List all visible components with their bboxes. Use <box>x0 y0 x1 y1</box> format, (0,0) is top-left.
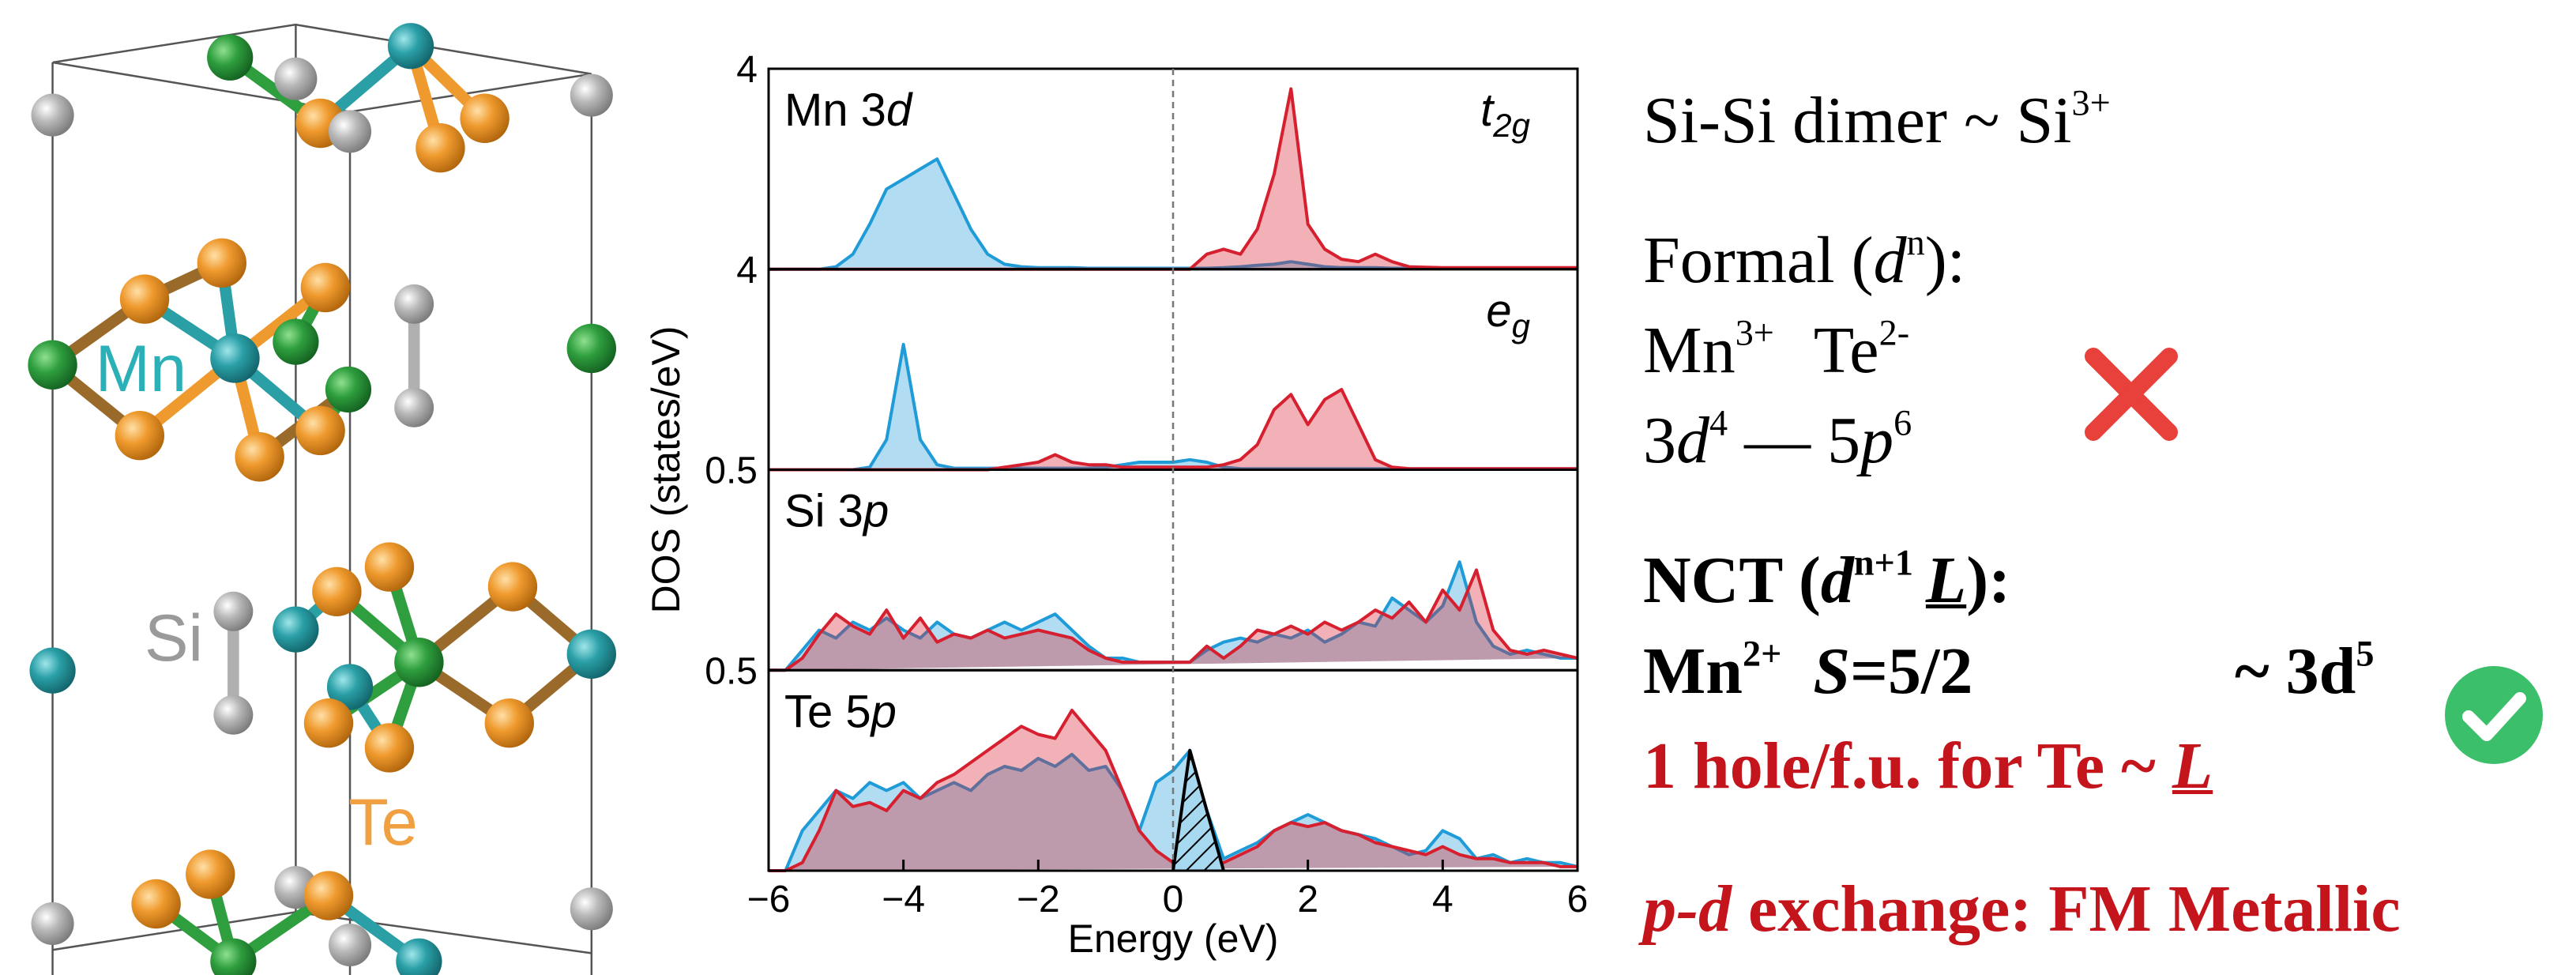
panel-label-part: Si 3 <box>784 486 863 537</box>
panel-label: Si 3p <box>784 486 889 537</box>
atom-label: Si <box>145 601 203 675</box>
check-icon <box>2445 666 2543 764</box>
panel-label-part: p <box>870 686 897 737</box>
note-text: d <box>1873 224 1907 297</box>
panel-label: Mn 3d <box>784 85 913 136</box>
atom-label: Te <box>348 785 418 859</box>
bonds <box>47 40 598 968</box>
x-tick-label: −4 <box>882 879 925 920</box>
note-sup: 6 <box>1893 402 1912 443</box>
note-text: p-d <box>1643 872 1732 946</box>
note-text: Te <box>1813 314 1879 387</box>
note-text: ~ 3d <box>2235 634 2356 708</box>
note-line: Si-Si dimer ~ Si3+ <box>1643 85 2111 154</box>
note-text: d <box>1676 404 1709 477</box>
note-sup: 3+ <box>1735 312 1774 353</box>
note-text: L <box>1925 544 1967 617</box>
note-sup: 2- <box>1878 312 1910 353</box>
panel-label-part: Mn 3 <box>784 85 886 136</box>
x-tick-label: 6 <box>1567 879 1589 920</box>
note-line: 1 hole/f.u. for Te ~ L <box>1643 733 2213 800</box>
note-sup: 2+ <box>1743 633 1782 674</box>
cross-icon <box>2085 348 2178 441</box>
y-tick-label: 4 <box>736 49 758 91</box>
note-text: d <box>1820 544 1854 617</box>
x-tick-label: 4 <box>1432 879 1453 920</box>
unit-cell <box>51 23 593 975</box>
note-text: Mn <box>1643 314 1736 387</box>
note-sup: 5 <box>2356 633 2375 674</box>
dos-area <box>769 568 1578 672</box>
note-line: NCT (dn+1 L): <box>1643 544 2010 614</box>
orbital-label-part: 2g <box>1492 107 1530 144</box>
x-tick-label: −2 <box>1017 879 1060 920</box>
orbital-label-part: e <box>1486 285 1511 337</box>
orbital-label: t2g <box>1480 85 1530 144</box>
note-sup: n <box>1906 222 1925 263</box>
note-text: Si-Si dimer ~ Si <box>1643 84 2072 157</box>
atoms <box>28 23 616 975</box>
x-axis-label: Energy (eV) <box>1068 917 1279 961</box>
panel-label: Te 5p <box>784 686 897 737</box>
note-sup: 4 <box>1709 402 1728 443</box>
x-tick-label: 2 <box>1297 879 1318 920</box>
note-text: 1 hole/f.u. for Te ~ <box>1643 729 2172 803</box>
note-text: ): <box>1966 544 2011 617</box>
note-text: L <box>2172 729 2213 803</box>
crystal-structure: Mn Si Te <box>28 23 616 975</box>
note-line: p-d exchange: FM Metallic <box>1643 876 2401 943</box>
note-line: 3d4 — 5p6 <box>1643 405 1912 474</box>
note-group: ~ 3d5 <box>2235 635 2375 705</box>
note-text: p <box>1860 404 1894 477</box>
note-sup: n+1 <box>1853 542 1913 583</box>
note-text: Mn <box>1643 634 1743 708</box>
orbital-label-part: t <box>1480 85 1495 136</box>
x-tick-label: 0 <box>1163 879 1184 920</box>
note-line: Mn3+ Te2- <box>1643 314 1909 384</box>
y-tick-label: 4 <box>736 250 758 292</box>
note-sup: 3+ <box>2071 82 2111 123</box>
panel-label-part: p <box>862 486 889 537</box>
note-text: =5/2 <box>1850 634 1973 708</box>
note-line: Mn2+ S=5/2 ~ 3d5 <box>1643 635 2512 705</box>
x-tick-label: −6 <box>747 879 791 920</box>
y-tick-label: 0.5 <box>705 650 758 692</box>
note-text: 3 <box>1643 404 1676 477</box>
note-text: NCT ( <box>1643 544 1821 617</box>
note-line: Formal (dn): <box>1643 224 1965 294</box>
orbital-label-part: g <box>1512 307 1530 344</box>
y-tick-label: 0.5 <box>705 450 758 492</box>
note-text: S <box>1813 634 1851 708</box>
y-axis-label: DOS (states/eV) <box>644 326 688 614</box>
note-text: — 5 <box>1728 404 1861 477</box>
atom-label: Mn <box>96 332 187 405</box>
panel-label-part: Te 5 <box>784 686 871 737</box>
note-text: Formal ( <box>1643 224 1874 297</box>
panel-label-part: d <box>886 85 913 136</box>
note-text: ): <box>1924 224 1966 297</box>
hatched-area <box>1171 748 1225 871</box>
orbital-label: eg <box>1486 285 1530 344</box>
note-text: exchange: FM Metallic <box>1731 872 2401 946</box>
